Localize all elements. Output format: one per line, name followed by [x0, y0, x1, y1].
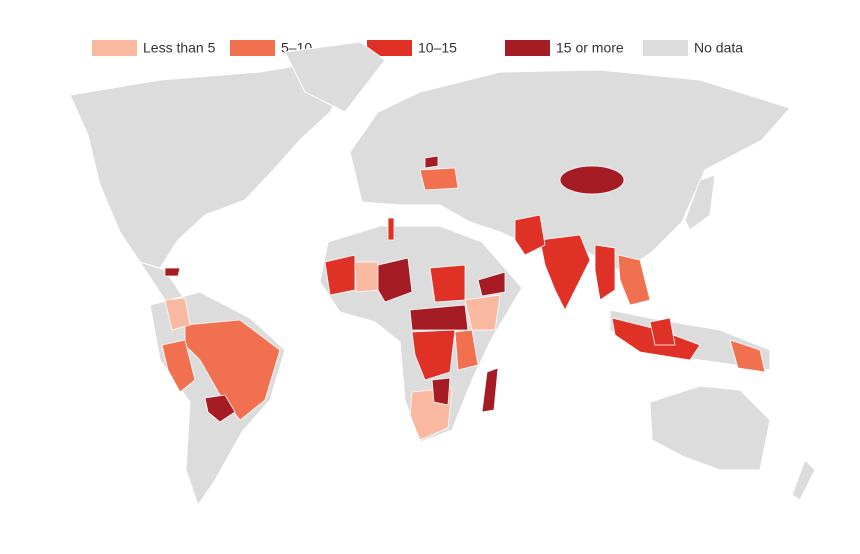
country: [477, 271, 506, 297]
greenland: [284, 41, 386, 113]
australia: [649, 385, 771, 471]
country: [204, 394, 236, 423]
country: [649, 317, 676, 346]
legend-swatch: [505, 40, 550, 56]
country: [539, 234, 591, 311]
country: [411, 329, 456, 381]
legend-swatch: [230, 40, 275, 56]
legend-label: No data: [694, 40, 743, 56]
country: [184, 319, 281, 421]
country: [354, 261, 379, 293]
legend-label: 10–15: [418, 40, 457, 56]
country: [387, 217, 395, 241]
country: [424, 155, 439, 169]
legend-swatch: [643, 40, 688, 56]
legend-swatch: [367, 40, 412, 56]
country: [164, 267, 181, 277]
legend-swatch: [92, 40, 137, 56]
country: [617, 254, 651, 306]
country: [559, 165, 625, 195]
country: [429, 264, 466, 303]
country: [409, 304, 469, 331]
japan: [684, 174, 716, 231]
country: [164, 297, 191, 331]
country: [161, 339, 196, 393]
country: [464, 294, 501, 331]
country: [729, 339, 766, 373]
country: [324, 254, 356, 296]
country: [594, 244, 616, 301]
country: [419, 167, 459, 191]
country: [481, 367, 499, 413]
legend: Less than 5 5–10 10–15 15 or more No data: [92, 40, 743, 56]
country: [454, 329, 479, 371]
legend-label: Less than 5: [143, 40, 216, 56]
country: [431, 377, 451, 406]
north-america: [69, 61, 346, 269]
new-zealand: [791, 459, 816, 501]
colored-countries: [161, 155, 766, 441]
legend-label: 15 or more: [556, 40, 624, 56]
country: [514, 214, 546, 256]
